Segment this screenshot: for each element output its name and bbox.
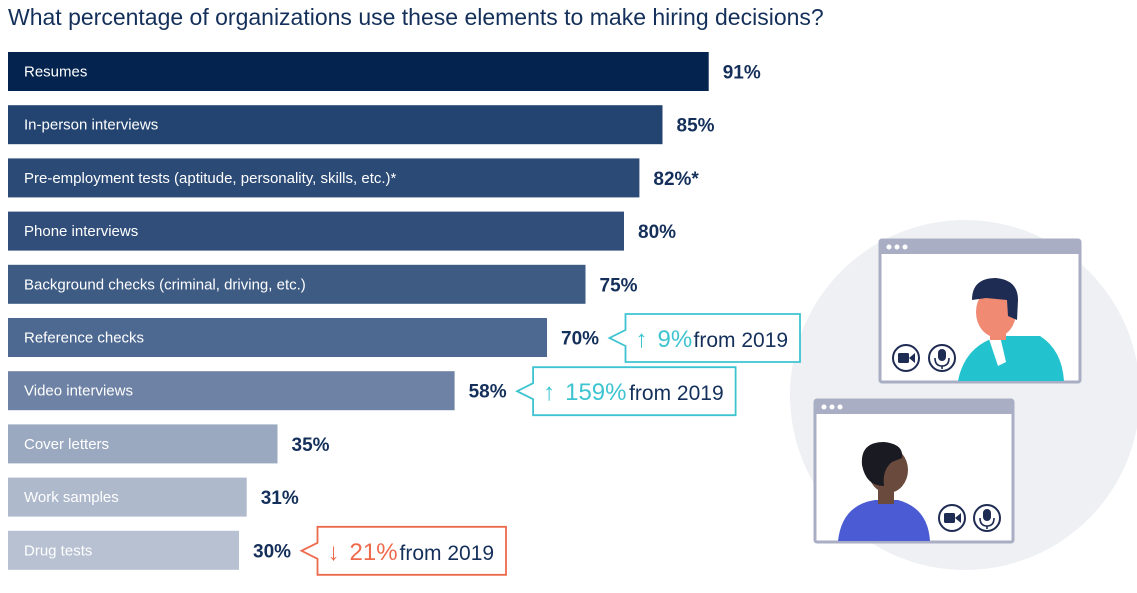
video-call-illustration [790, 220, 1137, 570]
change-callout-video-interviews: ↑ 159% from 2019 [515, 366, 737, 417]
callouts-layer: ↑ 9% from 2019↑ 159% from 2019↓ 21% from 2019 [299, 313, 801, 576]
bar-label-cover-letters: Cover letters [24, 436, 109, 453]
bar-in-person-interviews [8, 105, 663, 145]
video-window-bottom [813, 398, 1015, 544]
value-label-pre-employment-tests-aptitude-personality-skills-etc: 82%* [653, 169, 699, 190]
bar-label-drug-tests: Drug tests [24, 542, 92, 559]
callout-box [607, 313, 801, 363]
video-camera-icon [892, 344, 920, 372]
change-callout-drug-tests: ↓ 21% from 2019 [299, 525, 507, 576]
value-label-cover-letters: 35% [292, 435, 330, 456]
bar-label-resumes: Resumes [24, 64, 87, 81]
value-label-drug-tests: 30% [253, 541, 291, 562]
bar-label-background-checks-criminal-driving-etc: Background checks (criminal, driving, et… [24, 276, 306, 293]
callout-change-value: 159% [565, 379, 626, 406]
callout-box [515, 366, 737, 417]
bar-label-reference-checks: Reference checks [24, 330, 144, 347]
value-label-reference-checks: 70% [561, 329, 599, 350]
bar-label-in-person-interviews: In-person interviews [24, 117, 158, 134]
bar-pre-employment-tests-aptitude-personality-skills-etc [8, 158, 640, 198]
bar-label-pre-employment-tests-aptitude-personality-skills-etc: Pre-employment tests (aptitude, personal… [24, 170, 397, 187]
bar-video-interviews [8, 371, 455, 411]
bars-layer: Resumes 91% In-person interviews 85% Pre-emp… [8, 52, 761, 570]
arrow-down-icon: ↓ [328, 539, 340, 566]
value-label-work-samples: 31% [261, 488, 299, 509]
callout-suffix: from 2019 [400, 542, 495, 565]
video-window-top [878, 238, 1082, 384]
arrow-up-icon: ↑ [543, 379, 555, 406]
value-label-video-interviews: 58% [469, 382, 507, 403]
microphone-icon [973, 504, 1001, 532]
video-camera-icon [938, 504, 966, 532]
bar-resumes [8, 52, 709, 91]
chart-title: What percentage of organizations use the… [8, 4, 824, 30]
bar-label-phone-interviews: Phone interviews [24, 223, 138, 240]
person-man-avatar [958, 278, 1064, 381]
value-label-phone-interviews: 80% [638, 222, 676, 243]
person-woman-avatar [838, 442, 930, 541]
callout-suffix: from 2019 [694, 329, 789, 352]
bar-background-checks-criminal-driving-etc [8, 264, 586, 304]
change-callout-reference-checks: ↑ 9% from 2019 [607, 313, 801, 363]
microphone-icon [928, 344, 956, 372]
value-label-in-person-interviews: 85% [677, 116, 715, 137]
bar-label-work-samples: Work samples [24, 489, 119, 506]
bar-reference-checks [8, 318, 547, 357]
callout-change-value: 9% [658, 326, 693, 353]
arrow-up-icon: ↑ [636, 326, 648, 353]
callout-suffix: from 2019 [629, 382, 724, 405]
value-label-resumes: 91% [723, 63, 761, 84]
bar-cover-letters [8, 424, 278, 464]
value-label-background-checks-criminal-driving-etc: 75% [600, 275, 638, 296]
bar-work-samples [8, 477, 247, 517]
callout-change-value: 21% [350, 539, 398, 566]
bar-drug-tests [8, 530, 239, 570]
callout-box [299, 525, 507, 576]
bar-label-video-interviews: Video interviews [24, 383, 133, 400]
bar-phone-interviews [8, 211, 624, 251]
